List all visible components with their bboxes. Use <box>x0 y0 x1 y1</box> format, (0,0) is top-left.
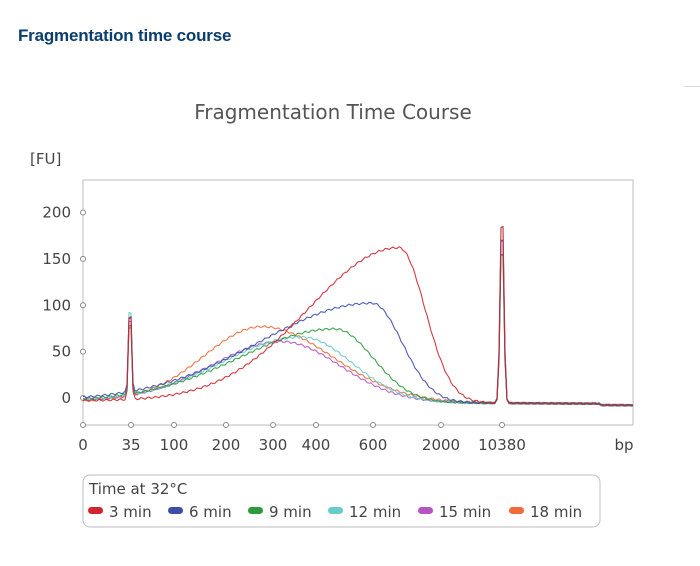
x-tick-label: 300 <box>259 436 288 454</box>
x-tick-mark <box>128 422 134 428</box>
y-tick-mark <box>80 209 86 216</box>
legend-swatch <box>168 507 183 514</box>
series-line-12-min <box>82 226 634 407</box>
divider <box>684 86 700 87</box>
x-tick-label: 2000 <box>422 436 460 454</box>
series-line-15-min <box>82 239 634 407</box>
y-axis-unit-label: [FU] <box>30 150 61 168</box>
y-tick-label: 0 <box>61 389 71 407</box>
x-axis-unit-label: bp <box>614 436 633 454</box>
y-tick-mark <box>80 348 86 355</box>
x-tick-label: 400 <box>302 436 331 454</box>
x-tick-mark <box>438 422 444 428</box>
x-tick-mark <box>370 422 376 428</box>
x-tick-mark <box>499 422 505 428</box>
x-tick-mark <box>270 422 276 428</box>
x-axis: 0 35 100 200 300 400 600 2000 10380 <box>78 422 633 454</box>
legend-label: 9 min <box>269 503 312 521</box>
section-heading: Fragmentation time course <box>18 26 232 45</box>
plot-frame <box>82 179 634 426</box>
y-tick-label: 200 <box>42 204 71 222</box>
x-tick-label: 0 <box>78 436 88 454</box>
legend-swatch <box>88 507 103 514</box>
legend-box <box>82 474 601 528</box>
legend-swatch <box>418 507 433 514</box>
legend-label: 3 min <box>109 503 152 521</box>
legend-title: Time at 32°C <box>88 480 187 498</box>
series-line-3-min <box>82 225 634 407</box>
legend-swatch <box>248 507 263 514</box>
legend-label: 12 min <box>349 503 401 521</box>
series-layer <box>82 225 634 407</box>
x-tick-mark <box>313 422 319 428</box>
x-tick-mark <box>80 422 86 428</box>
x-tick-mark <box>171 422 177 428</box>
x-tick-label: 10380 <box>478 436 526 454</box>
y-tick-label: 50 <box>52 343 71 361</box>
legend-swatch <box>509 507 524 514</box>
x-tick-mark <box>223 422 229 428</box>
x-tick-label: 35 <box>121 436 140 454</box>
legend-label: 15 min <box>439 503 491 521</box>
legend: 3 min 6 min 9 min 12 min 15 min 18 min <box>88 503 582 521</box>
x-tick-label: 200 <box>212 436 241 454</box>
x-tick-label: 100 <box>160 436 189 454</box>
legend-label: 18 min <box>530 503 582 521</box>
y-tick-mark <box>80 255 86 262</box>
chart-title: Fragmentation Time Course <box>194 100 472 124</box>
y-tick-label: 100 <box>42 296 71 314</box>
y-tick-label: 150 <box>42 250 71 268</box>
y-axis: 0 50 100 150 200 <box>42 204 86 407</box>
legend-swatch <box>328 507 343 514</box>
legend-label: 6 min <box>189 503 232 521</box>
x-tick-label: 600 <box>359 436 388 454</box>
y-tick-mark <box>80 302 86 309</box>
series-line-6-min <box>82 239 634 407</box>
